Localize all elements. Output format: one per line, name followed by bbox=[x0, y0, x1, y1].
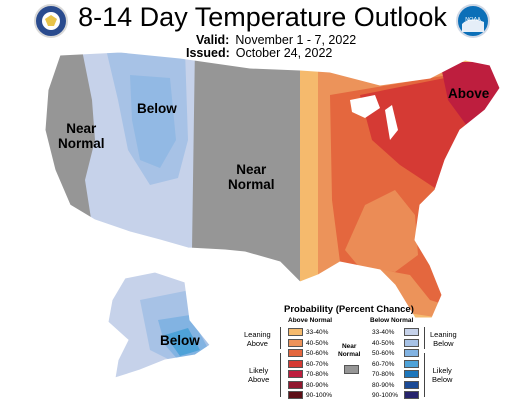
commerce-seal-icon bbox=[34, 4, 68, 38]
likely-above-bracket bbox=[280, 353, 281, 397]
legend-above-swatch bbox=[288, 391, 303, 399]
legend-above-swatch bbox=[288, 380, 303, 389]
legend-above-label: 33-40% bbox=[306, 329, 329, 336]
legend: Probability (Percent Chance) Above Norma… bbox=[232, 300, 522, 405]
likely-below-bracket bbox=[424, 353, 425, 397]
page-title: 8-14 Day Temperature Outlook bbox=[78, 2, 447, 32]
legend-near-normal-swatch bbox=[344, 365, 359, 374]
southeast-above-40-region bbox=[345, 190, 418, 272]
issued-value: October 24, 2022 bbox=[235, 46, 333, 60]
legend-below-header: Below Normal bbox=[370, 317, 414, 324]
west-near-normal-label: Near Normal bbox=[58, 121, 105, 151]
legend-below-swatch bbox=[404, 349, 419, 357]
alaska-below-label: Below bbox=[160, 333, 200, 348]
legend-above-swatch bbox=[288, 349, 303, 357]
legend-below-swatch bbox=[404, 370, 419, 378]
alaska-outline bbox=[107, 271, 211, 379]
valid-label: Valid: bbox=[196, 33, 230, 47]
great-lakes bbox=[350, 95, 398, 140]
valid-value: November 1 - 7, 2022 bbox=[235, 33, 357, 47]
central-near-normal-label: Near Normal bbox=[228, 162, 275, 192]
legend-below-label: 33-40% bbox=[372, 329, 395, 336]
legend-below-label: 40-50% bbox=[372, 339, 395, 347]
legend-above-label: 60-70% bbox=[306, 360, 329, 368]
eagle-icon bbox=[42, 12, 60, 30]
legend-above-swatch bbox=[288, 328, 303, 336]
legend-below-label: 50-60% bbox=[372, 350, 395, 357]
valid-dates: Valid: November 1 - 7, 2022 bbox=[196, 33, 356, 47]
legend-below-swatch bbox=[404, 391, 419, 399]
northwest-below-50-region bbox=[130, 75, 176, 168]
legend-below-label: 70-80% bbox=[372, 371, 395, 378]
leaning-above-bracket bbox=[280, 327, 281, 349]
conus-outline bbox=[44, 51, 501, 319]
issued-date: Issued: October 24, 2022 bbox=[186, 46, 332, 60]
legend-below-swatch bbox=[404, 380, 419, 389]
noaa-wave-icon: NOAA bbox=[462, 17, 484, 32]
issued-label: Issued: bbox=[186, 46, 230, 60]
legend-below-swatch bbox=[404, 338, 419, 347]
northeast-above-label: Above bbox=[448, 86, 490, 101]
noaa-logo-text: NOAA bbox=[465, 17, 481, 23]
legend-above-swatch bbox=[288, 338, 303, 347]
legend-above-label: 90-100% bbox=[306, 392, 333, 399]
alaska-below-60-region bbox=[165, 328, 200, 356]
leaning-below-label: Leaning Below bbox=[430, 330, 457, 348]
legend-below-label: 90-100% bbox=[372, 392, 399, 399]
northwest-below-label: Below bbox=[137, 101, 177, 116]
legend-above-label: 70-80% bbox=[306, 371, 329, 378]
legend-above-label: 40-50% bbox=[306, 339, 329, 347]
legend-above-swatch bbox=[288, 359, 303, 368]
northeast-above-70-region bbox=[440, 62, 500, 135]
likely-below-label: Likely Below bbox=[432, 366, 453, 384]
leaning-below-bracket bbox=[424, 327, 425, 349]
legend-above-label: 50-60% bbox=[306, 350, 329, 357]
legend-below-label: 80-90% bbox=[372, 381, 395, 389]
legend-near-normal-label: Near Normal bbox=[338, 343, 361, 358]
likely-above-label: Likely Above bbox=[248, 366, 270, 384]
legend-title: Probability (Percent Chance) bbox=[284, 304, 414, 315]
legend-above-label: 80-90% bbox=[306, 381, 329, 389]
legend-below-swatch bbox=[404, 359, 419, 368]
legend-above-header: Above Normal bbox=[288, 317, 333, 324]
legend-below-swatch bbox=[404, 328, 419, 336]
noaa-logo-icon: NOAA bbox=[456, 4, 490, 38]
legend-below-label: 60-70% bbox=[372, 360, 395, 368]
legend-above-swatch bbox=[288, 370, 303, 378]
leaning-above-label: Leaning Above bbox=[244, 330, 271, 348]
